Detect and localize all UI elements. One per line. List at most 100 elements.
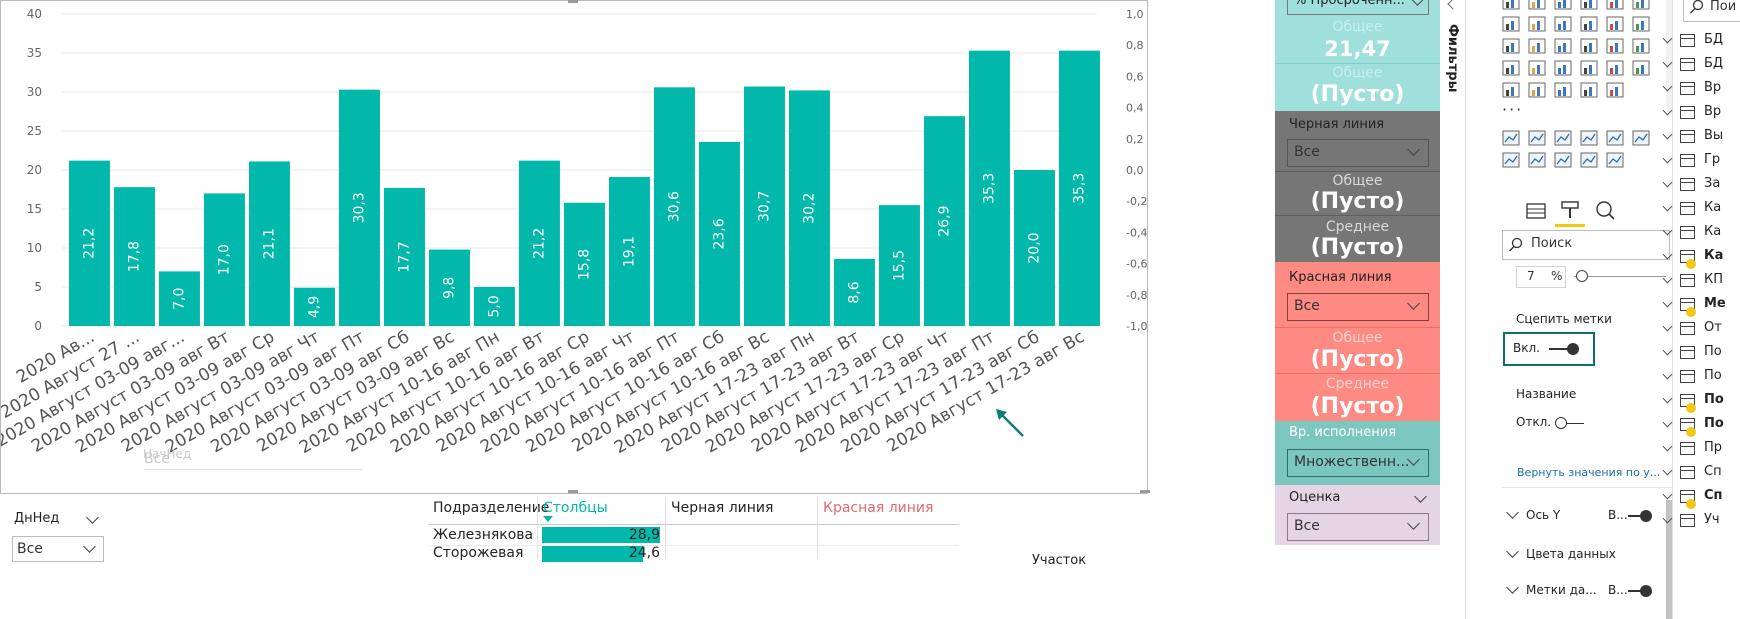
custom-visual-icon[interactable] bbox=[1606, 152, 1626, 170]
visual-type-icon[interactable] bbox=[1632, 38, 1652, 56]
visual-type-icon[interactable] bbox=[1554, 38, 1574, 56]
visual-type-icon[interactable] bbox=[1606, 0, 1626, 12]
field-table-item[interactable]: Гр bbox=[1662, 148, 1740, 174]
field-table-item[interactable]: Ме bbox=[1662, 292, 1740, 318]
toggle-knob[interactable] bbox=[1640, 585, 1652, 597]
bar[interactable] bbox=[699, 141, 740, 326]
bar[interactable] bbox=[159, 271, 200, 326]
bar[interactable] bbox=[1059, 50, 1100, 326]
col-header-columns[interactable]: Столбцы bbox=[543, 500, 608, 516]
visual-type-icon[interactable] bbox=[1554, 0, 1574, 12]
custom-visual-icon[interactable] bbox=[1528, 152, 1548, 170]
visual-type-icon[interactable] bbox=[1502, 60, 1522, 78]
field-table-item[interactable]: Ка bbox=[1662, 196, 1740, 222]
visual-type-icon[interactable] bbox=[1606, 16, 1626, 34]
bar[interactable] bbox=[114, 187, 155, 326]
custom-visual-icon[interactable] bbox=[1580, 130, 1600, 148]
custom-visual-icon[interactable] bbox=[1632, 130, 1652, 148]
custom-visual-icon[interactable] bbox=[1554, 130, 1574, 148]
visual-type-icon[interactable] bbox=[1528, 60, 1548, 78]
slider-thumb[interactable] bbox=[1576, 270, 1588, 282]
visual-type-icon[interactable] bbox=[1554, 16, 1574, 34]
visual-type-icon[interactable] bbox=[1580, 16, 1600, 34]
visual-type-icon[interactable] bbox=[1502, 0, 1522, 12]
column-chart[interactable]: 40 35 30 25 20 15 10 5 0 1,0 0,8 0,6 0,4 0,2 0,0 -0,2 -0… bbox=[0, 0, 1275, 546]
field-table-item[interactable]: По bbox=[1662, 388, 1740, 414]
field-table-item[interactable]: Вр bbox=[1662, 100, 1740, 126]
bar[interactable] bbox=[834, 258, 875, 326]
field-table-item[interactable]: КП bbox=[1662, 268, 1740, 294]
weekday-slicer-dropdown[interactable]: Все bbox=[12, 536, 104, 562]
stitch-labels-toggle[interactable]: Вкл. bbox=[1503, 332, 1595, 366]
red-line-select[interactable]: Все bbox=[1287, 293, 1429, 321]
bar[interactable] bbox=[249, 161, 290, 326]
field-table-item[interactable]: Уч bbox=[1662, 508, 1740, 534]
field-table-item[interactable]: Ка bbox=[1662, 220, 1740, 246]
visual-type-icon[interactable] bbox=[1502, 16, 1522, 34]
black-line-select[interactable]: Все bbox=[1287, 139, 1429, 167]
fields-search-input[interactable]: Пои bbox=[1683, 0, 1740, 22]
field-table-item[interactable]: Ка bbox=[1662, 244, 1740, 270]
visual-type-icon[interactable] bbox=[1580, 60, 1600, 78]
field-table-item[interactable]: От bbox=[1662, 316, 1740, 342]
bar[interactable] bbox=[69, 160, 110, 326]
measure-dropdown[interactable]: % Просроченн... bbox=[1287, 0, 1429, 15]
bar[interactable] bbox=[969, 50, 1010, 326]
visual-type-icon[interactable] bbox=[1554, 82, 1574, 100]
bar[interactable] bbox=[924, 116, 965, 327]
format-paint-roller-icon[interactable] bbox=[1559, 199, 1581, 221]
format-scrollbar-thumb[interactable] bbox=[1666, 500, 1672, 619]
visual-type-icon[interactable] bbox=[1528, 0, 1548, 12]
bar[interactable] bbox=[384, 187, 425, 326]
field-table-item[interactable]: По bbox=[1662, 412, 1740, 438]
visual-type-icon[interactable] bbox=[1632, 16, 1652, 34]
bar[interactable] bbox=[789, 90, 830, 326]
slider-track[interactable] bbox=[1574, 276, 1666, 277]
bar[interactable] bbox=[609, 177, 650, 326]
field-table-item[interactable]: По bbox=[1662, 340, 1740, 366]
bar[interactable] bbox=[744, 86, 785, 326]
visual-type-icon[interactable] bbox=[1606, 60, 1626, 78]
field-table-item[interactable]: Сп bbox=[1662, 460, 1740, 486]
field-table-item[interactable]: Вы bbox=[1662, 124, 1740, 150]
bar[interactable] bbox=[519, 160, 560, 326]
visual-type-icon[interactable] bbox=[1528, 82, 1548, 100]
rating-select[interactable]: Все bbox=[1287, 513, 1429, 541]
resize-handle-top[interactable] bbox=[568, 0, 578, 3]
col-header-red-line[interactable]: Красная линия bbox=[823, 500, 934, 516]
chevron-left-icon[interactable] bbox=[1447, 0, 1459, 10]
visual-type-icon[interactable] bbox=[1528, 38, 1548, 56]
bar[interactable] bbox=[429, 249, 470, 326]
exec-time-select[interactable]: Множественн... bbox=[1287, 449, 1429, 477]
bar[interactable] bbox=[564, 202, 605, 326]
bar[interactable] bbox=[339, 89, 380, 326]
field-table-item[interactable]: Вр bbox=[1662, 76, 1740, 102]
custom-visual-icon[interactable] bbox=[1528, 130, 1548, 148]
bar[interactable] bbox=[474, 287, 515, 326]
bar[interactable] bbox=[1014, 170, 1055, 326]
field-table-item[interactable]: Сп bbox=[1662, 484, 1740, 510]
more-visuals-icon[interactable]: ··· bbox=[1502, 100, 1524, 119]
bar[interactable] bbox=[654, 87, 695, 326]
visual-type-icon[interactable] bbox=[1580, 0, 1600, 12]
custom-visual-icon[interactable] bbox=[1580, 152, 1600, 170]
reset-defaults-link[interactable]: Вернуть значения по у... bbox=[1517, 466, 1661, 479]
fields-tab-icon[interactable] bbox=[1525, 201, 1547, 221]
field-table-item[interactable]: БД bbox=[1662, 28, 1740, 54]
custom-visual-icon[interactable] bbox=[1502, 152, 1522, 170]
toggle-knob[interactable] bbox=[1640, 510, 1652, 522]
visual-type-icon[interactable] bbox=[1632, 0, 1652, 12]
custom-visual-icon[interactable] bbox=[1554, 152, 1574, 170]
visual-type-icon[interactable] bbox=[1580, 38, 1600, 56]
visual-type-icon[interactable] bbox=[1632, 60, 1652, 78]
field-table-item[interactable]: Пр bbox=[1662, 436, 1740, 462]
rating-collapse-icon[interactable] bbox=[1414, 490, 1427, 503]
bar[interactable] bbox=[204, 193, 245, 326]
filters-tab[interactable]: Фильтры bbox=[1440, 0, 1466, 619]
viz-scrollbar[interactable] bbox=[1666, 0, 1672, 110]
resize-handle-bottom[interactable] bbox=[568, 490, 578, 493]
format-search-input[interactable]: Поиск bbox=[1502, 230, 1670, 260]
visual-type-icon[interactable] bbox=[1502, 38, 1522, 56]
bar[interactable] bbox=[879, 205, 920, 326]
resize-handle-corner[interactable] bbox=[1140, 490, 1150, 493]
